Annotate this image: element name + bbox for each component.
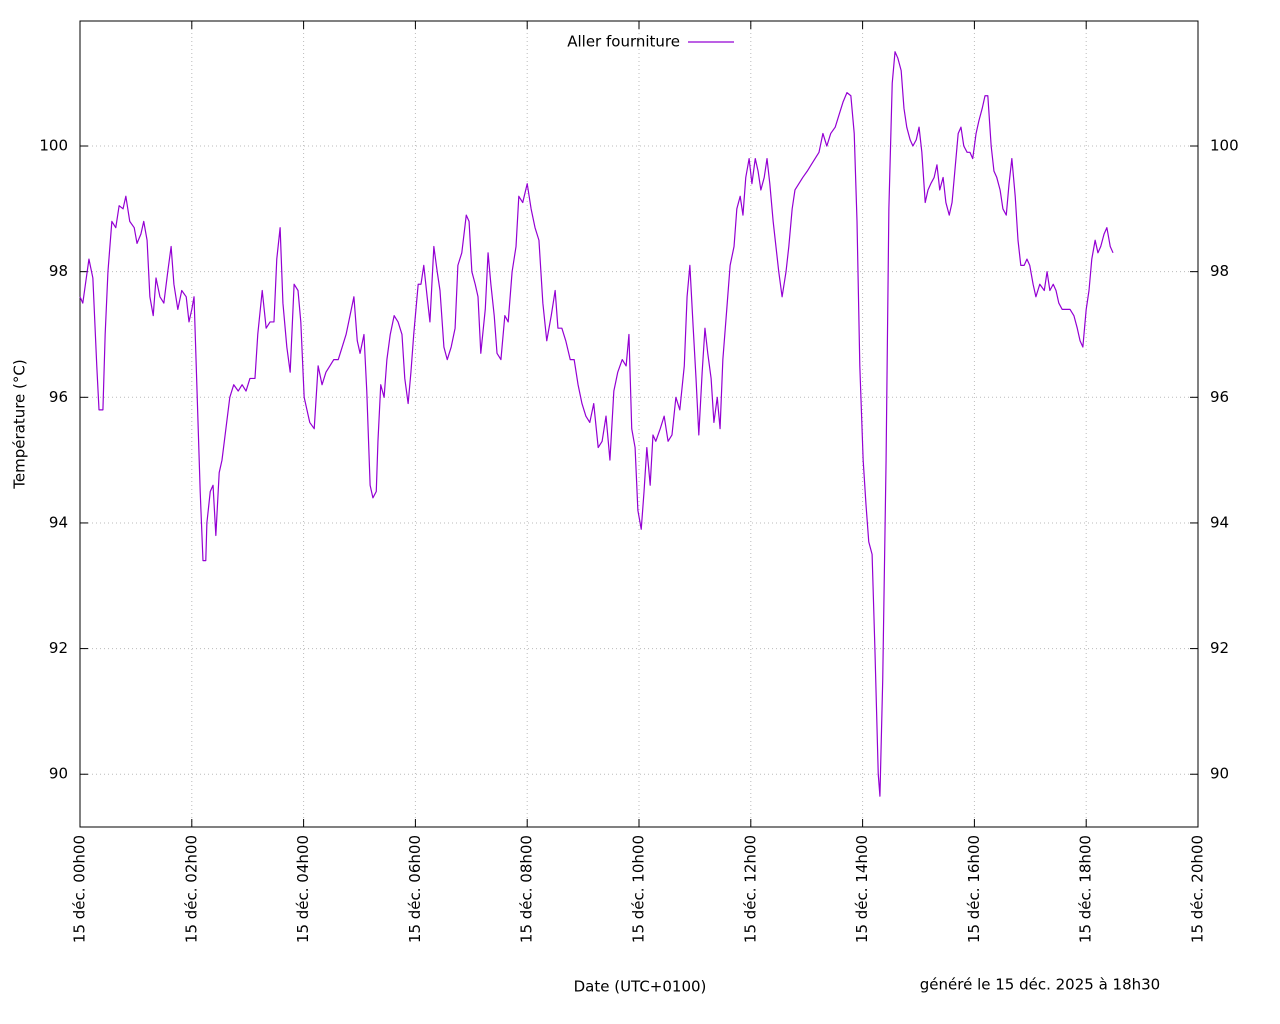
plot-frame	[79, 20, 1199, 828]
x-tick-label: 15 déc. 16h00	[965, 835, 983, 943]
x-tick-label: 15 déc. 08h00	[518, 835, 536, 943]
x-tick-label: 15 déc. 00h00	[71, 835, 89, 943]
x-tick-label: 15 déc. 18h00	[1077, 835, 1095, 943]
y2-tick-label: 100	[1210, 137, 1239, 155]
y2-tick-label: 92	[1210, 639, 1229, 657]
legend-label: Aller fourniture	[567, 33, 680, 51]
y2-tick-label: 94	[1210, 513, 1229, 531]
y-tick-label: 98	[49, 262, 68, 280]
x-tick-label: 15 déc. 02h00	[182, 835, 200, 943]
y-tick-label: 94	[49, 513, 68, 531]
x-tick-label: 15 déc. 04h00	[294, 835, 312, 943]
y2-tick-label: 96	[1210, 388, 1229, 406]
x-axis-label: Date (UTC+0100)	[574, 978, 707, 996]
x-tick-label: 15 déc. 06h00	[406, 835, 424, 943]
y2-tick-label: 98	[1210, 262, 1229, 280]
y2-tick-label: 90	[1210, 765, 1229, 783]
y-tick-label: 90	[49, 765, 68, 783]
x-tick-label: 15 déc. 20h00	[1189, 835, 1207, 943]
data-line	[79, 51, 1114, 797]
x-tick-label: 15 déc. 10h00	[630, 835, 648, 943]
y-tick-label: 92	[49, 639, 68, 657]
x-tick-label: 15 déc. 12h00	[741, 835, 759, 943]
footer: généré le 15 déc. 2025 à 18h30	[920, 976, 1160, 994]
y-tick-label: 96	[49, 388, 68, 406]
y-tick-label: 100	[39, 137, 68, 155]
y-axis-label: Température (°C)	[11, 359, 29, 489]
x-tick-label: 15 déc. 14h00	[853, 835, 871, 943]
